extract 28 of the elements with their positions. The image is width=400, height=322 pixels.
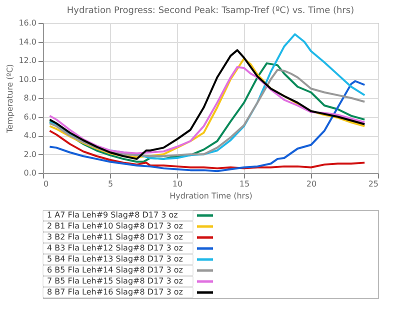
- y-tick-label: 14.0: [18, 37, 36, 46]
- x-axis-title: Hydration Time (hrs): [170, 192, 252, 200]
- y-axis-title: Temperature (ºC): [6, 64, 15, 134]
- y-tick-label: 0.0: [24, 168, 36, 178]
- legend-label: 2 B1 Fla Leh#10 Slag#8 D17 3 oz: [47, 222, 183, 230]
- legend-label: 3 B2 Fla Leh#11 Slag#8 D17 3 oz: [47, 232, 183, 242]
- x-tick-label: 20: [306, 180, 317, 188]
- x-tick-label: 25: [368, 180, 378, 188]
- y-tick-label: 10.0: [18, 74, 36, 84]
- legend-label: 1 A7 Fla Leh#9 Slag#8 D17 3 oz: [47, 210, 178, 220]
- legend-label: 7 B5 Fla Leh#15 Slag#8 D17 3 oz: [47, 276, 183, 286]
- legend-label: 6 B5 Fla Leh#14 Slag#8 D17 3 oz: [47, 266, 183, 274]
- line-series: [48, 130, 366, 170]
- legend-label: 5 B4 Fla Leh#13 Slag#8 D17 3 oz: [47, 254, 183, 264]
- x-tick-label: 10: [172, 180, 183, 188]
- y-tick-label: 6.0: [24, 112, 36, 122]
- x-tick-label: 15: [239, 180, 250, 188]
- legend-label: 4 B3 Fla Leh#12 Slag#8 D17 3 oz: [47, 244, 183, 252]
- y-tick-label: 12.0: [18, 56, 36, 65]
- y-tick-label: 8.0: [24, 94, 36, 102]
- x-tick-label: 0: [44, 180, 49, 188]
- y-tick-label: 4.0: [24, 131, 36, 140]
- x-tick-label: 5: [108, 180, 114, 188]
- legend-label: 8 B7 Fla Leh#16 Slag#8 D17 3 oz: [47, 288, 183, 296]
- y-tick-label: 2.0: [24, 150, 36, 159]
- line-series: [48, 80, 366, 172]
- chart-title: Hydration Progress: Second Peak: Tsamp-Tref (ºC) vs. Time (hrs): [66, 6, 354, 16]
- y-tick-label: 16.0: [18, 18, 36, 28]
